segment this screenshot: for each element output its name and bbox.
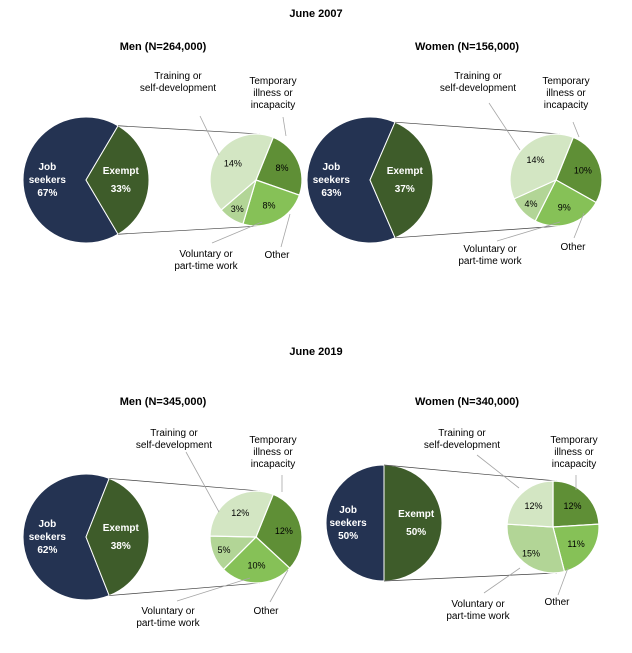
leader-temporary (282, 116, 287, 137)
slice-other (222, 536, 291, 584)
leader-other (280, 213, 291, 248)
label-exempt: Exempt 37% (387, 166, 424, 195)
slice-training (209, 490, 275, 538)
pie-chart-2: Women (N=156,000) Job seekers 63% Exempt 37% 1… (306, 41, 603, 267)
slice-exempt (85, 477, 150, 597)
callout-training: Training or self-development (140, 71, 216, 94)
label-other-pct: 10% (248, 561, 266, 571)
connector-line-bottom (109, 582, 261, 596)
callout-voluntary-work: Voluntary or part-time work (446, 599, 510, 622)
label-voluntary-work-pct: 5% (217, 545, 230, 555)
charts-layer: Men (N=264,000) Job seekers 67% Exempt 33% 8% 8… (22, 41, 603, 629)
slice-training (506, 480, 554, 528)
leader-training (488, 102, 521, 151)
label-other-pct: 9% (558, 202, 571, 212)
callout-voluntary-work: Voluntary or part-time work (136, 606, 200, 629)
leader-temporary (572, 121, 580, 138)
label-training-pct: 12% (231, 508, 249, 518)
callout-temporary-illness: Temporary illness or incapacity (550, 435, 597, 470)
label-temporary-illness-pct: 12% (275, 526, 293, 536)
connector-line-bottom (383, 572, 558, 582)
label-training-pct: 12% (524, 501, 542, 511)
label-voluntary-work-pct: 4% (525, 199, 538, 209)
callout-voluntary-work: Voluntary or part-time work (174, 249, 238, 272)
leader-voluntary (483, 567, 521, 594)
slice-job-seekers (22, 473, 110, 601)
leader-training (476, 454, 520, 489)
callout-temporary-illness: Temporary illness or incapacity (249, 435, 296, 470)
leader-voluntary (496, 221, 561, 242)
pie-chart-3: Men (N=345,000) Job seekers 62% Exempt 38% 12%… (22, 396, 303, 629)
leader-other (557, 567, 569, 596)
connector-line-bottom (118, 225, 261, 235)
label-other-pct: 8% (262, 200, 275, 210)
pie-chart-1: Men (N=264,000) Job seekers 67% Exempt 33% 8% 8… (22, 41, 303, 272)
slice-exempt (383, 464, 443, 582)
slice-voluntary-work (506, 523, 566, 574)
label-exempt: Exempt 33% (103, 166, 140, 195)
label-temporary-illness-pct: 12% (564, 501, 582, 511)
label-temporary-illness-pct: 8% (275, 163, 288, 173)
period-title-2019: June 2019 (289, 346, 342, 358)
label-job-seekers: Job seekers 63% (313, 162, 351, 199)
slice-temporary-illness (255, 493, 303, 570)
label-training-pct: 14% (224, 158, 242, 168)
label-job-seekers: Job seekers 67% (29, 162, 67, 199)
label-job-seekers: Job seekers 50% (329, 505, 367, 542)
label-job-seekers: Job seekers 62% (29, 519, 67, 556)
leader-other (573, 212, 585, 239)
slice-other (242, 179, 301, 227)
connector-line-top (109, 478, 261, 492)
callout-temporary-illness: Temporary illness or incapacity (542, 76, 589, 111)
callout-other: Other (253, 606, 279, 617)
slice-other (552, 523, 600, 573)
callout-other: Other (264, 250, 290, 261)
slice-training (209, 133, 275, 211)
period-title-2007: June 2007 (289, 8, 342, 20)
leader-voluntary (211, 221, 263, 244)
slice-job-seekers (22, 116, 119, 244)
chart-title: Women (N=340,000) (415, 396, 519, 408)
slice-job-seekers (325, 464, 385, 582)
leader-other (269, 569, 289, 603)
callout-training: Training or self-development (424, 428, 500, 451)
callout-temporary-illness: Temporary illness or incapacity (249, 76, 296, 111)
label-voluntary-work-pct: 3% (231, 204, 244, 214)
connector-line-top (394, 121, 561, 135)
callout-other: Other (560, 242, 586, 253)
callout-voluntary-work: Voluntary or part-time work (458, 244, 522, 267)
slice-training (509, 133, 575, 200)
label-training-pct: 14% (526, 155, 544, 165)
leader-voluntary (176, 577, 251, 602)
chart-title: Men (N=264,000) (120, 41, 207, 53)
chart-title: Women (N=156,000) (415, 41, 519, 53)
connector-line-top (118, 125, 261, 135)
leader-training (185, 451, 220, 513)
slice-temporary-illness (552, 480, 600, 528)
callout-training: Training or self-development (136, 428, 212, 451)
slice-exempt (85, 125, 150, 235)
callout-training: Training or self-development (440, 71, 516, 94)
slice-exempt (369, 121, 434, 239)
leader-training (199, 115, 220, 156)
connector-line-bottom (394, 225, 561, 239)
connector-line-top (383, 464, 558, 482)
label-exempt: Exempt 38% (103, 523, 140, 552)
label-temporary-illness-pct: 10% (574, 166, 592, 176)
label-voluntary-work-pct: 15% (522, 549, 540, 559)
label-exempt: Exempt 50% (398, 509, 435, 538)
slice-job-seekers (306, 116, 396, 244)
pie-chart-4: Women (N=340,000) Job seekers 50% Exempt 50% 1… (325, 396, 600, 622)
chart-title: Men (N=345,000) (120, 396, 207, 408)
label-other-pct: 11% (567, 539, 584, 549)
callout-other: Other (544, 597, 570, 608)
